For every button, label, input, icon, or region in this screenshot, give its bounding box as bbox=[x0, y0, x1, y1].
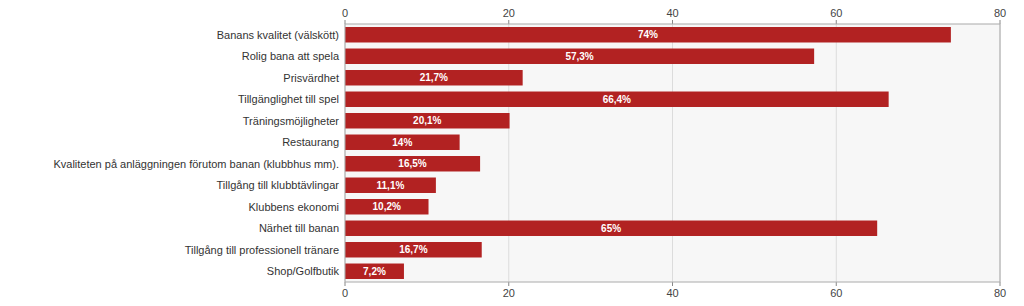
category-label: Träningsmöjligheter bbox=[243, 115, 340, 127]
bar bbox=[345, 242, 482, 257]
category-label: Restaurang bbox=[282, 136, 339, 148]
category-label: Tillgång till klubbtävlingar bbox=[217, 179, 340, 191]
category-label: Rolig bana att spela bbox=[242, 50, 340, 62]
tick-mark bbox=[836, 282, 837, 286]
bar bbox=[345, 156, 480, 171]
bar bbox=[345, 221, 877, 236]
data-label: 16,5% bbox=[398, 158, 426, 169]
data-label: 66,4% bbox=[603, 94, 631, 105]
plot-background bbox=[345, 24, 1000, 282]
data-label: 65% bbox=[601, 223, 621, 234]
tick-mark bbox=[508, 282, 509, 286]
tick-label: 60 bbox=[830, 287, 842, 299]
data-label: 10,2% bbox=[373, 201, 401, 212]
bar bbox=[345, 199, 429, 214]
data-label: 20,1% bbox=[413, 115, 441, 126]
tick-mark bbox=[672, 20, 673, 24]
tick-label: 40 bbox=[666, 287, 678, 299]
bar bbox=[345, 264, 404, 279]
data-label: 11,1% bbox=[377, 180, 405, 191]
bar bbox=[345, 113, 510, 128]
tick-label: 0 bbox=[342, 7, 348, 19]
category-label: Klubbens ekonomi bbox=[248, 201, 339, 213]
category-label: Tillgänglighet till spel bbox=[238, 93, 339, 105]
bars bbox=[345, 27, 951, 279]
bar bbox=[345, 135, 460, 150]
data-labels: 74% 57,3% 21,7% 66,4% 20,1%14% 16,5% 11,1% 10,2… bbox=[363, 29, 658, 277]
y-axis: Banans kvalitet (välskött) Rolig bana att… bbox=[53, 29, 339, 278]
category-label: Banans kvalitet (välskött) bbox=[217, 29, 339, 41]
bar bbox=[345, 178, 436, 193]
tick-label: 80 bbox=[994, 7, 1006, 19]
data-label: 7,2% bbox=[363, 266, 386, 277]
tick-mark bbox=[345, 282, 346, 286]
data-label: 74% bbox=[638, 29, 658, 40]
x-axis: 0 0 20 20 40 40 60 60 80 80 bbox=[342, 7, 1006, 299]
bar bbox=[345, 70, 523, 85]
tick-mark bbox=[1000, 282, 1001, 286]
plot-frame bbox=[345, 24, 1000, 282]
grid bbox=[345, 24, 1000, 282]
tick-label: 20 bbox=[503, 7, 515, 19]
tick-mark bbox=[672, 282, 673, 286]
category-label: Närhet till banan bbox=[259, 222, 339, 234]
data-label: 16,7% bbox=[399, 244, 427, 255]
tick-mark bbox=[345, 20, 346, 24]
data-label: 14% bbox=[392, 137, 412, 148]
chart-container: 0 0 20 20 40 40 60 60 80 80 74% 57,3% 21,7% 66,4% 20,1… bbox=[0, 0, 1024, 306]
tick-mark bbox=[508, 20, 509, 24]
chart-svg: 0 0 20 20 40 40 60 60 80 80 74% 57,3% 21,7% 66,4% 20,1… bbox=[0, 0, 1024, 306]
bar bbox=[345, 49, 814, 64]
tick-mark bbox=[836, 20, 837, 24]
bar bbox=[345, 27, 951, 42]
tick-mark bbox=[1000, 20, 1001, 24]
tick-label: 0 bbox=[342, 287, 348, 299]
tick-label: 20 bbox=[503, 287, 515, 299]
data-label: 57,3% bbox=[565, 51, 593, 62]
tick-label: 60 bbox=[830, 7, 842, 19]
category-label: Shop/Golfbutik bbox=[267, 265, 340, 277]
grid-line bbox=[836, 24, 837, 282]
data-label: 21,7% bbox=[420, 72, 448, 83]
tick-label: 40 bbox=[666, 7, 678, 19]
category-label: Prisvärdhet bbox=[283, 72, 339, 84]
tick-label: 80 bbox=[994, 287, 1006, 299]
category-label: Kvaliteten på anläggningen förutom banan… bbox=[53, 158, 339, 170]
bar bbox=[345, 92, 889, 107]
category-label: Tillgång till professionell tränare bbox=[185, 244, 339, 256]
